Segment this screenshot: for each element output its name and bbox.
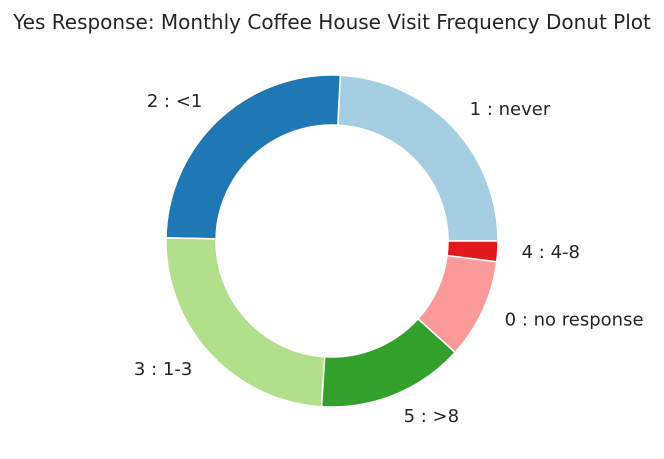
slice-labels: 1 : never 2 : <1 3 : 1-3 5 : >8 0 : no respo… (134, 91, 644, 427)
slice-label-4: 0 : no response (505, 309, 644, 330)
slice-label-1: 2 : <1 (147, 91, 203, 112)
slice-label-5: 4 : 4-8 (522, 242, 580, 263)
slice-label-3: 5 : >8 (404, 406, 460, 427)
slice-label-0: 1 : never (470, 99, 551, 120)
chart-title: Yes Response: Monthly Coffee House Visit… (12, 10, 651, 34)
donut-slice-2 (165, 237, 326, 408)
donut-slice-5 (446, 240, 499, 263)
slice-label-2: 3 : 1-3 (134, 359, 192, 380)
donut-slices (165, 74, 499, 408)
